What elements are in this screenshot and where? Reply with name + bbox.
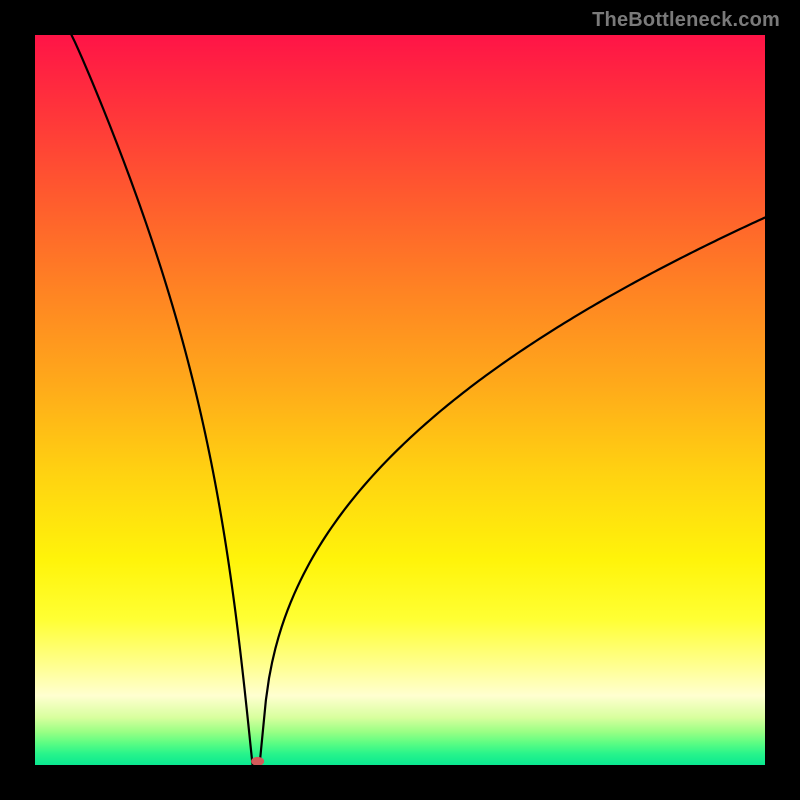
chart-svg xyxy=(35,35,765,765)
chart-container: TheBottleneck.com xyxy=(0,0,800,800)
gradient-background xyxy=(35,35,765,765)
watermark-label: TheBottleneck.com xyxy=(592,9,780,32)
plot-area xyxy=(35,35,765,765)
